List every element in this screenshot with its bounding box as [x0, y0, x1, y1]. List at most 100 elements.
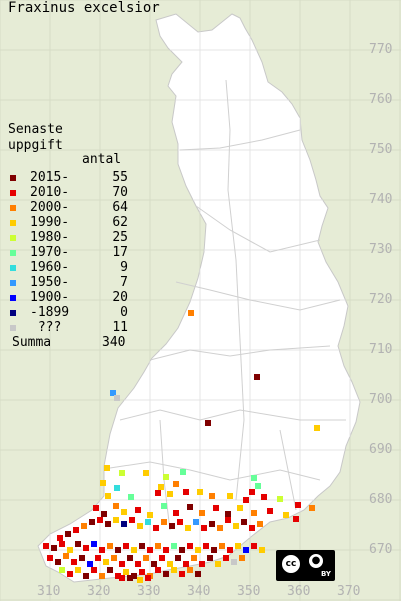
- region-border: [279, 429, 297, 511]
- observation-dot: [167, 491, 173, 497]
- observation-dot: [101, 511, 107, 517]
- observation-dot: [43, 543, 49, 549]
- legend-title: Senaste uppgift: [8, 122, 63, 153]
- observation-dot: [153, 525, 159, 531]
- observation-dot: [255, 483, 261, 489]
- observation-dot: [231, 559, 237, 565]
- observation-dot: [113, 503, 119, 509]
- legend-label: 1980-: [30, 230, 70, 245]
- legend: Senaste uppgift antal 2015- 55 2010- 70 2000…: [8, 122, 128, 350]
- observation-dot: [107, 567, 113, 573]
- observation-dot: [209, 521, 215, 527]
- observation-dot: [173, 510, 179, 516]
- observation-dot: [67, 547, 73, 553]
- legend-swatch: [10, 280, 16, 286]
- observation-dot: [163, 571, 169, 577]
- region-border: [149, 345, 331, 361]
- observation-dot: [219, 543, 225, 549]
- legend-swatch: [10, 175, 16, 181]
- y-axis-label: 680: [369, 492, 393, 507]
- cc-license-badge: cc ● BY: [276, 550, 335, 581]
- observation-dot: [191, 555, 197, 561]
- observation-dot: [185, 525, 191, 531]
- observation-dot: [161, 519, 167, 525]
- region-border: [225, 79, 245, 501]
- legend-swatch: [10, 295, 16, 301]
- observation-dot: [119, 470, 125, 476]
- observation-dot: [177, 519, 183, 525]
- observation-dot: [254, 374, 260, 380]
- observation-dot: [201, 525, 207, 531]
- observation-dot: [139, 569, 145, 575]
- observation-dot: [127, 555, 133, 561]
- observation-dot: [99, 547, 105, 553]
- legend-swatch: [10, 265, 16, 271]
- legend-row: 1960- 9: [8, 260, 138, 275]
- observation-dot: [225, 517, 231, 523]
- y-axis-label: 670: [369, 542, 393, 557]
- y-axis-label: 690: [369, 442, 393, 457]
- observation-dot: [259, 547, 265, 553]
- x-axis-label: 370: [337, 584, 361, 599]
- observation-dot: [180, 469, 186, 475]
- observation-dot: [163, 547, 169, 553]
- observation-dot: [217, 525, 223, 531]
- legend-swatch: [10, 205, 16, 211]
- x-axis-label: 330: [137, 584, 161, 599]
- observation-dot: [129, 517, 135, 523]
- observation-dot: [128, 494, 134, 500]
- observation-dot: [179, 547, 185, 553]
- observation-dot: [107, 543, 113, 549]
- observation-dot: [155, 567, 161, 573]
- y-axis-label: 770: [369, 42, 393, 57]
- by-label: BY: [320, 570, 331, 578]
- legend-row: 2010- 70: [8, 185, 138, 200]
- legend-swatch: [10, 310, 16, 316]
- observation-dot: [75, 541, 81, 547]
- legend-row: 1970- 17: [8, 245, 138, 260]
- observation-dot: [89, 519, 95, 525]
- observation-dot: [261, 494, 267, 500]
- observation-dot: [158, 484, 164, 490]
- observation-dot: [123, 569, 129, 575]
- observation-dot: [121, 509, 127, 515]
- observation-dot: [183, 561, 189, 567]
- observation-dot: [195, 547, 201, 553]
- legend-row: 2015- 55: [8, 170, 138, 185]
- observation-dot: [147, 547, 153, 553]
- observation-dot: [99, 573, 105, 579]
- observation-dot: [83, 545, 89, 551]
- observation-dot: [235, 543, 241, 549]
- x-axis-label: 340: [187, 584, 211, 599]
- legend-row: 1990- 62: [8, 215, 138, 230]
- observation-dot: [135, 507, 141, 513]
- y-axis-label: 720: [369, 292, 393, 307]
- observation-dot: [213, 505, 219, 511]
- observation-dot: [209, 493, 215, 499]
- observation-dot: [233, 523, 239, 529]
- legend-row: -1899 0: [8, 305, 138, 320]
- observation-dot: [57, 535, 63, 541]
- y-axis-label: 730: [369, 242, 393, 257]
- observation-dot: [137, 523, 143, 529]
- observation-dot: [115, 547, 121, 553]
- legend-label: -1899: [30, 305, 70, 320]
- observation-dot: [119, 575, 125, 581]
- legend-label: 1960-: [30, 260, 70, 275]
- observation-dot: [188, 310, 194, 316]
- observation-dot: [223, 555, 229, 561]
- legend-count: 11: [112, 320, 128, 335]
- observation-dot: [163, 474, 169, 480]
- observation-dot: [143, 470, 149, 476]
- y-axis-label: 740: [369, 192, 393, 207]
- observation-dot: [215, 561, 221, 567]
- sum-label: Summa: [12, 335, 52, 350]
- observation-dot: [113, 517, 119, 523]
- observation-dot: [183, 489, 189, 495]
- y-axis-label: 700: [369, 392, 393, 407]
- observation-dot: [110, 390, 116, 396]
- observation-dot: [199, 510, 205, 516]
- legend-swatch: [10, 235, 16, 241]
- observation-dot: [127, 575, 133, 581]
